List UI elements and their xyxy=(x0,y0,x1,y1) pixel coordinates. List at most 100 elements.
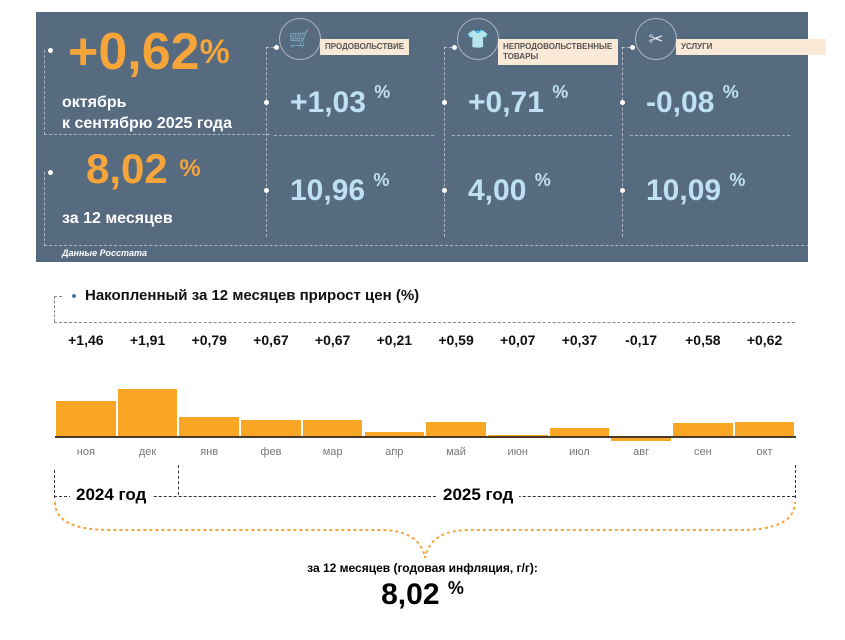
month-label: мар xyxy=(322,446,343,458)
percent-sign: % xyxy=(179,155,201,182)
bullet xyxy=(264,100,269,105)
data-label: +0,79 xyxy=(191,332,227,348)
annual-inflation-value: 8,02 % xyxy=(86,144,201,194)
percent-sign: % xyxy=(199,33,230,71)
source-note: Данные Росстата xyxy=(62,248,147,258)
data-label: +0,67 xyxy=(314,332,351,348)
bullet xyxy=(264,188,269,193)
brace xyxy=(54,501,796,559)
category-label: ПРОДОВОЛЬСТВИЕ xyxy=(320,39,410,55)
percent-sign: % xyxy=(447,578,464,598)
category-label: НЕПРОДОВОЛЬСТВЕННЫЕ ТОВАРЫ xyxy=(498,39,618,65)
annual-number: 10,96 xyxy=(290,174,366,207)
bar-апр xyxy=(364,431,425,437)
percent-sign: % xyxy=(374,82,391,102)
data-label: +0,62 xyxy=(746,332,783,348)
scissors-comb-icon: ✂ xyxy=(635,18,677,60)
divider xyxy=(622,47,630,48)
month-label: сен xyxy=(693,446,712,458)
month-label: июл xyxy=(569,446,590,458)
month-label: янв xyxy=(200,446,219,458)
bar-янв xyxy=(179,417,240,437)
footer-caption: за 12 месяцев (годовая инфляция, г/г): xyxy=(307,561,538,575)
category-monthly: +1,03 % xyxy=(290,82,390,120)
month-label: окт xyxy=(756,446,773,458)
monthly-caption: октябрь к сентябрю 2025 года xyxy=(62,92,232,134)
monthly-number: +0,71 xyxy=(468,86,544,119)
data-label: +0,67 xyxy=(253,332,289,348)
bullet xyxy=(442,188,447,193)
group-label-2024: 2024 год xyxy=(70,485,153,505)
caption-line: октябрь xyxy=(62,94,127,111)
percent-sign: % xyxy=(373,170,390,190)
bar-май xyxy=(426,422,486,437)
bullet xyxy=(630,45,635,50)
annual-value-number: 8,02 xyxy=(86,145,168,192)
divider xyxy=(178,465,179,495)
bullet xyxy=(72,294,76,298)
data-label: +0,21 xyxy=(376,332,413,348)
divider xyxy=(54,470,55,498)
footer-value: 8,02 % xyxy=(0,578,845,612)
monthly-number: -0,08 xyxy=(646,86,715,119)
divider xyxy=(444,47,445,237)
month-label: авг xyxy=(633,446,650,458)
data-label: +0,58 xyxy=(685,332,721,348)
data-label: +0,37 xyxy=(561,332,598,348)
divider xyxy=(54,322,795,323)
divider xyxy=(44,50,270,135)
annual-caption: за 12 месяцев xyxy=(62,210,173,227)
bar-окт xyxy=(734,421,795,437)
divider xyxy=(630,135,790,136)
bullet xyxy=(442,100,447,105)
percent-sign: % xyxy=(722,82,739,102)
group-label-2025: 2025 год xyxy=(437,485,520,505)
bar-фев xyxy=(241,420,301,437)
percent-sign: % xyxy=(534,170,551,190)
percent-sign: % xyxy=(729,170,746,190)
bullet xyxy=(452,45,457,50)
month-label: апр xyxy=(385,446,404,458)
month-label: фев xyxy=(260,446,282,458)
summary-panel: +0,62% октябрь к сентябрю 2025 года 8,02 … xyxy=(36,12,826,262)
month-label: май xyxy=(446,446,466,458)
divider xyxy=(54,496,795,497)
category-monthly: -0,08 % xyxy=(646,82,739,120)
bar-июл xyxy=(549,427,610,437)
data-label: +1,46 xyxy=(68,332,104,348)
bullet xyxy=(620,100,625,105)
bullet xyxy=(620,188,625,193)
month-label: дек xyxy=(138,446,157,458)
month-label: ноя xyxy=(76,446,95,458)
category-annual: 4,00 % xyxy=(468,170,551,208)
clothing-bag-icon: 👕 xyxy=(457,18,499,60)
month-label: июн xyxy=(507,446,528,458)
category-monthly: +0,71 % xyxy=(468,82,568,120)
data-label: +0,59 xyxy=(438,332,474,348)
percent-sign: % xyxy=(552,82,569,102)
caption-line: к сентябрю 2025 года xyxy=(62,115,232,132)
bar-дек xyxy=(117,389,178,437)
data-label: +1,91 xyxy=(129,332,166,348)
bar-мар xyxy=(302,420,363,437)
divider xyxy=(54,296,55,322)
monthly-value-number: +0,62 xyxy=(68,23,200,81)
monthly-number: +1,03 xyxy=(290,86,366,119)
bar-ноя xyxy=(56,400,116,437)
divider xyxy=(274,135,434,136)
divider xyxy=(54,296,62,297)
divider xyxy=(266,47,267,237)
footer-value-number: 8,02 xyxy=(381,578,440,611)
bullet xyxy=(48,170,53,175)
bullet xyxy=(274,45,279,50)
annual-number: 4,00 xyxy=(468,174,527,207)
divider xyxy=(452,135,612,136)
category-annual: 10,96 % xyxy=(290,170,389,208)
category-annual: 10,09 % xyxy=(646,170,745,208)
divider xyxy=(444,47,452,48)
data-label: +0,07 xyxy=(500,332,536,348)
bar-сен xyxy=(673,422,733,437)
divider xyxy=(795,465,796,498)
annual-number: 10,09 xyxy=(646,174,722,207)
divider xyxy=(622,47,623,237)
